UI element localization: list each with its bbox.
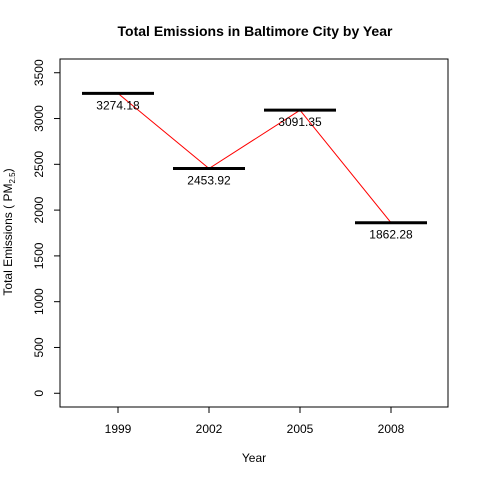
x-axis-label: Year	[242, 451, 266, 465]
data-label-1999: 3274.18	[96, 98, 140, 112]
series-line	[117, 93, 392, 224]
y-tick-label: 2000	[32, 196, 46, 223]
emissions-trend-line	[117, 93, 392, 224]
x-tick-label: 2008	[378, 422, 405, 436]
y-axis-label-end: )	[1, 168, 15, 172]
x-tick-label: 1999	[105, 422, 132, 436]
data-label-2005: 3091.35	[278, 115, 322, 129]
y-tick-label: 1000	[32, 288, 46, 315]
y-axis: 0 500 1000 1500 2000 2500 3000 3500	[32, 59, 60, 397]
data-label-2008: 1862.28	[369, 228, 413, 242]
x-tick-label: 2002	[196, 422, 223, 436]
x-tick-label: 2005	[287, 422, 314, 436]
series-markers	[82, 91, 427, 225]
y-tick-label: 1500	[32, 242, 46, 269]
y-tick-label: 3000	[32, 105, 46, 132]
data-label-2002: 2453.92	[187, 174, 231, 188]
y-tick-label: 0	[32, 390, 46, 397]
y-axis-label-main: Total Emissions ( PM	[1, 184, 15, 296]
y-axis-label: Total Emissions ( PM2.5)	[1, 168, 17, 295]
x-axis: 1999 2002 2005 2008	[105, 407, 405, 436]
chart-title: Total Emissions in Baltimore City by Yea…	[118, 23, 393, 39]
y-tick-label: 500	[32, 337, 46, 357]
y-axis-label-subscript: 2.5	[8, 172, 17, 184]
data-labels: 3274.18 2453.92 3091.35 1862.28	[96, 98, 413, 241]
y-tick-label: 3500	[32, 59, 46, 86]
y-tick-label: 2500	[32, 151, 46, 178]
plot-box	[59, 58, 449, 408]
plot-frame	[59, 58, 449, 408]
